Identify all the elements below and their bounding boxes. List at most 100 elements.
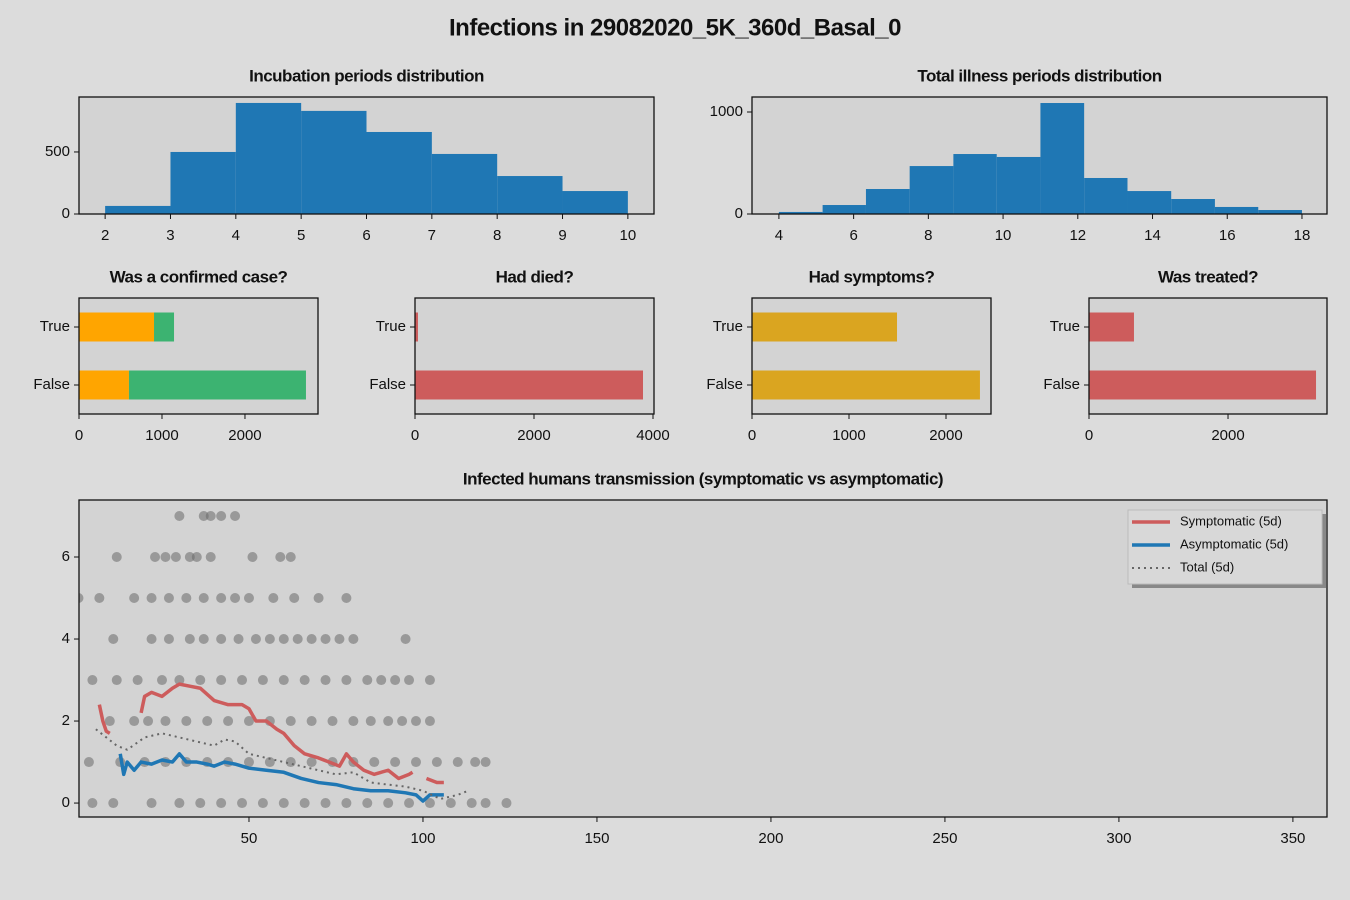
- x-tick-label: 150: [584, 830, 609, 847]
- x-tick-label: 18: [1294, 227, 1311, 244]
- scatter-point: [184, 634, 195, 645]
- scatter-point: [205, 552, 216, 563]
- scatter-point: [278, 675, 289, 686]
- scatter-point: [237, 798, 248, 809]
- x-tick-label: 8: [924, 227, 932, 244]
- chart-title: Had symptoms?: [809, 267, 935, 286]
- y-tick-label: 4: [62, 630, 70, 647]
- scatter-point: [264, 757, 275, 768]
- chart-title: Was a confirmed case?: [110, 267, 288, 286]
- histogram-bar: [497, 176, 563, 214]
- x-tick-label: 1000: [145, 427, 178, 444]
- x-tick-label: 0: [1085, 427, 1093, 444]
- scatter-point: [480, 757, 491, 768]
- scatter-point: [299, 675, 310, 686]
- scatter-point: [191, 552, 202, 563]
- x-tick-label: 12: [1069, 227, 1086, 244]
- scatter-point: [390, 757, 401, 768]
- x-tick-label: 1000: [832, 427, 865, 444]
- scatter-point: [424, 716, 435, 727]
- scatter-point: [205, 510, 216, 521]
- scatter-point: [198, 593, 209, 604]
- scatter-point: [424, 798, 435, 809]
- plot-frame: [78, 499, 1328, 818]
- scatter-point: [143, 716, 154, 727]
- scatter-point: [174, 510, 185, 521]
- scatter-point: [198, 634, 209, 645]
- scatter-point: [160, 716, 171, 727]
- x-tick-label: 14: [1144, 227, 1161, 244]
- scatter-point: [313, 593, 324, 604]
- histogram-bar: [778, 211, 823, 214]
- scatter-point: [195, 798, 206, 809]
- bar: [79, 370, 129, 400]
- scatter-point: [327, 716, 338, 727]
- histogram-bar: [170, 151, 236, 214]
- x-tick-label: 6: [362, 227, 370, 244]
- y-tick-label: 500: [45, 143, 70, 160]
- chart-title: Infected humans transmission (symptomati…: [463, 469, 943, 488]
- x-tick-label: 10: [620, 227, 637, 244]
- histogram-bar: [366, 131, 432, 214]
- plot-frame: [414, 297, 655, 415]
- scatter-point: [466, 798, 477, 809]
- histogram-bar: [235, 102, 302, 214]
- scatter-point: [306, 634, 317, 645]
- scatter-point: [132, 675, 143, 686]
- bar: [154, 312, 175, 342]
- x-tick-label: 7: [428, 227, 436, 244]
- scatter-point: [264, 634, 275, 645]
- plot-frame: [78, 96, 655, 215]
- x-tick-label: 50: [241, 830, 258, 847]
- scatter-point: [111, 675, 122, 686]
- x-tick-label: 2: [101, 227, 109, 244]
- scatter-point: [470, 757, 481, 768]
- x-tick-label: 4: [775, 227, 783, 244]
- x-tick-label: 16: [1219, 227, 1236, 244]
- scatter-point: [365, 716, 376, 727]
- y-tick-label: 0: [62, 205, 70, 222]
- figure-title: Infections in 29082020_5K_360d_Basal_0: [449, 14, 901, 41]
- histogram-bar: [105, 205, 171, 214]
- x-tick-label: 2000: [517, 427, 550, 444]
- scatter-point: [94, 593, 105, 604]
- scatter-point: [320, 798, 331, 809]
- scatter-point: [383, 716, 394, 727]
- y-tick-label: 0: [735, 205, 743, 222]
- scatter-point: [195, 675, 206, 686]
- scatter-point: [216, 675, 227, 686]
- scatter-point: [230, 510, 241, 521]
- bar: [79, 312, 155, 342]
- scatter-point: [341, 675, 352, 686]
- scatter-point: [108, 634, 119, 645]
- scatter-point: [362, 675, 373, 686]
- bar: [752, 370, 980, 400]
- x-tick-label: 8: [493, 227, 501, 244]
- scatter-point: [278, 798, 289, 809]
- scatter-point: [362, 798, 373, 809]
- x-tick-label: 0: [75, 427, 83, 444]
- scatter-point: [348, 716, 359, 727]
- scatter-point: [202, 716, 213, 727]
- scatter-point: [501, 798, 512, 809]
- scatter-point: [268, 593, 279, 604]
- x-tick-label: 2000: [929, 427, 962, 444]
- y-tick-label: True: [1050, 318, 1080, 335]
- scatter-point: [411, 716, 422, 727]
- scatter-point: [404, 798, 415, 809]
- x-tick-label: 0: [411, 427, 419, 444]
- x-tick-label: 2000: [1211, 427, 1244, 444]
- scatter-point: [216, 798, 227, 809]
- scatter-point: [320, 634, 331, 645]
- x-tick-label: 4000: [636, 427, 669, 444]
- bar: [1089, 312, 1134, 342]
- scatter-point: [223, 716, 234, 727]
- bar: [752, 312, 898, 342]
- line-series: [97, 682, 444, 785]
- histogram-bar: [1084, 177, 1128, 214]
- chart-title: Total illness periods distribution: [917, 66, 1161, 85]
- x-tick-label: 9: [558, 227, 566, 244]
- scatter-point: [306, 716, 317, 727]
- scatter-point: [341, 593, 352, 604]
- x-tick-label: 5: [297, 227, 305, 244]
